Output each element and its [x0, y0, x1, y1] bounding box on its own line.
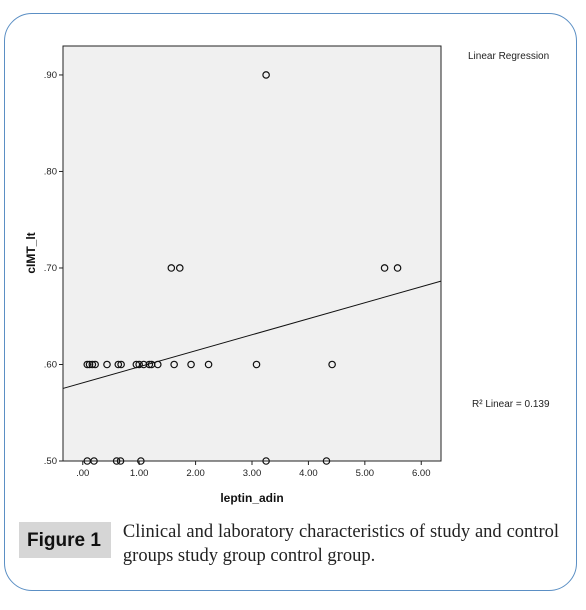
- data-point: [262, 71, 270, 79]
- x-tick-label: .00: [76, 468, 89, 479]
- regression-line: [62, 280, 442, 389]
- x-tick-label: 5.00: [356, 468, 375, 479]
- data-point: [91, 360, 99, 369]
- figure-label: Figure 1: [19, 522, 111, 558]
- data-point: [88, 360, 97, 369]
- y-tick-label: .80: [44, 166, 57, 177]
- x-tick-label: 3.00: [243, 468, 262, 479]
- x-tick-label: 6.00: [412, 468, 431, 479]
- data-point: [252, 360, 261, 369]
- data-point: [116, 457, 125, 465]
- data-point: [137, 457, 145, 465]
- data-point: [85, 360, 94, 369]
- x-axis: .00 1.00 2.00 3.00 4.00 5.00 6.00: [76, 461, 431, 479]
- data-point: [145, 360, 154, 369]
- data-point: [393, 264, 402, 272]
- x-tick-label: 4.00: [299, 468, 318, 479]
- y-tick-label: .60: [44, 359, 57, 370]
- data-point: [103, 360, 111, 369]
- data-point: [139, 360, 148, 369]
- y-axis-title: cIMT_lt: [24, 232, 38, 273]
- figure-caption: Figure 1 Clinical and laboratory charact…: [19, 520, 559, 568]
- fit-annotation: R² Linear = 0.139: [472, 399, 550, 410]
- x-tick-label: 2.00: [186, 468, 205, 479]
- y-tick-label: .50: [44, 456, 57, 467]
- legend-title: Linear Regression: [468, 51, 549, 62]
- data-point: [187, 360, 195, 369]
- plot-area: [62, 45, 442, 462]
- data-point: [262, 457, 270, 465]
- data-point: [132, 360, 141, 369]
- data-point: [170, 360, 178, 369]
- data-point: [328, 360, 336, 369]
- data-point: [204, 360, 213, 369]
- data-point: [90, 457, 98, 465]
- data-point: [380, 264, 389, 272]
- x-axis-title: leptin_adin: [220, 491, 283, 505]
- data-point: [175, 264, 184, 272]
- scatter-chart: .50 .60 .70 .80 .90 .00 1.00 2.00 3.00 4.00 5.00 6…: [24, 45, 550, 505]
- y-axis: .50 .60 .70 .80 .90: [44, 70, 63, 467]
- data-point: [114, 360, 123, 369]
- data-points: [83, 71, 402, 465]
- data-point: [117, 360, 125, 369]
- x-tick-label: 1.00: [130, 468, 149, 479]
- y-tick-label: .70: [44, 263, 57, 274]
- data-point: [322, 457, 331, 465]
- y-tick-label: .90: [44, 70, 57, 81]
- data-point: [135, 360, 143, 369]
- caption-text: Clinical and laboratory characteristics …: [122, 522, 559, 566]
- data-point: [112, 457, 121, 465]
- data-point: [167, 264, 176, 272]
- fit-line-layer: [62, 280, 442, 389]
- data-point: [83, 360, 92, 369]
- data-point: [153, 360, 162, 369]
